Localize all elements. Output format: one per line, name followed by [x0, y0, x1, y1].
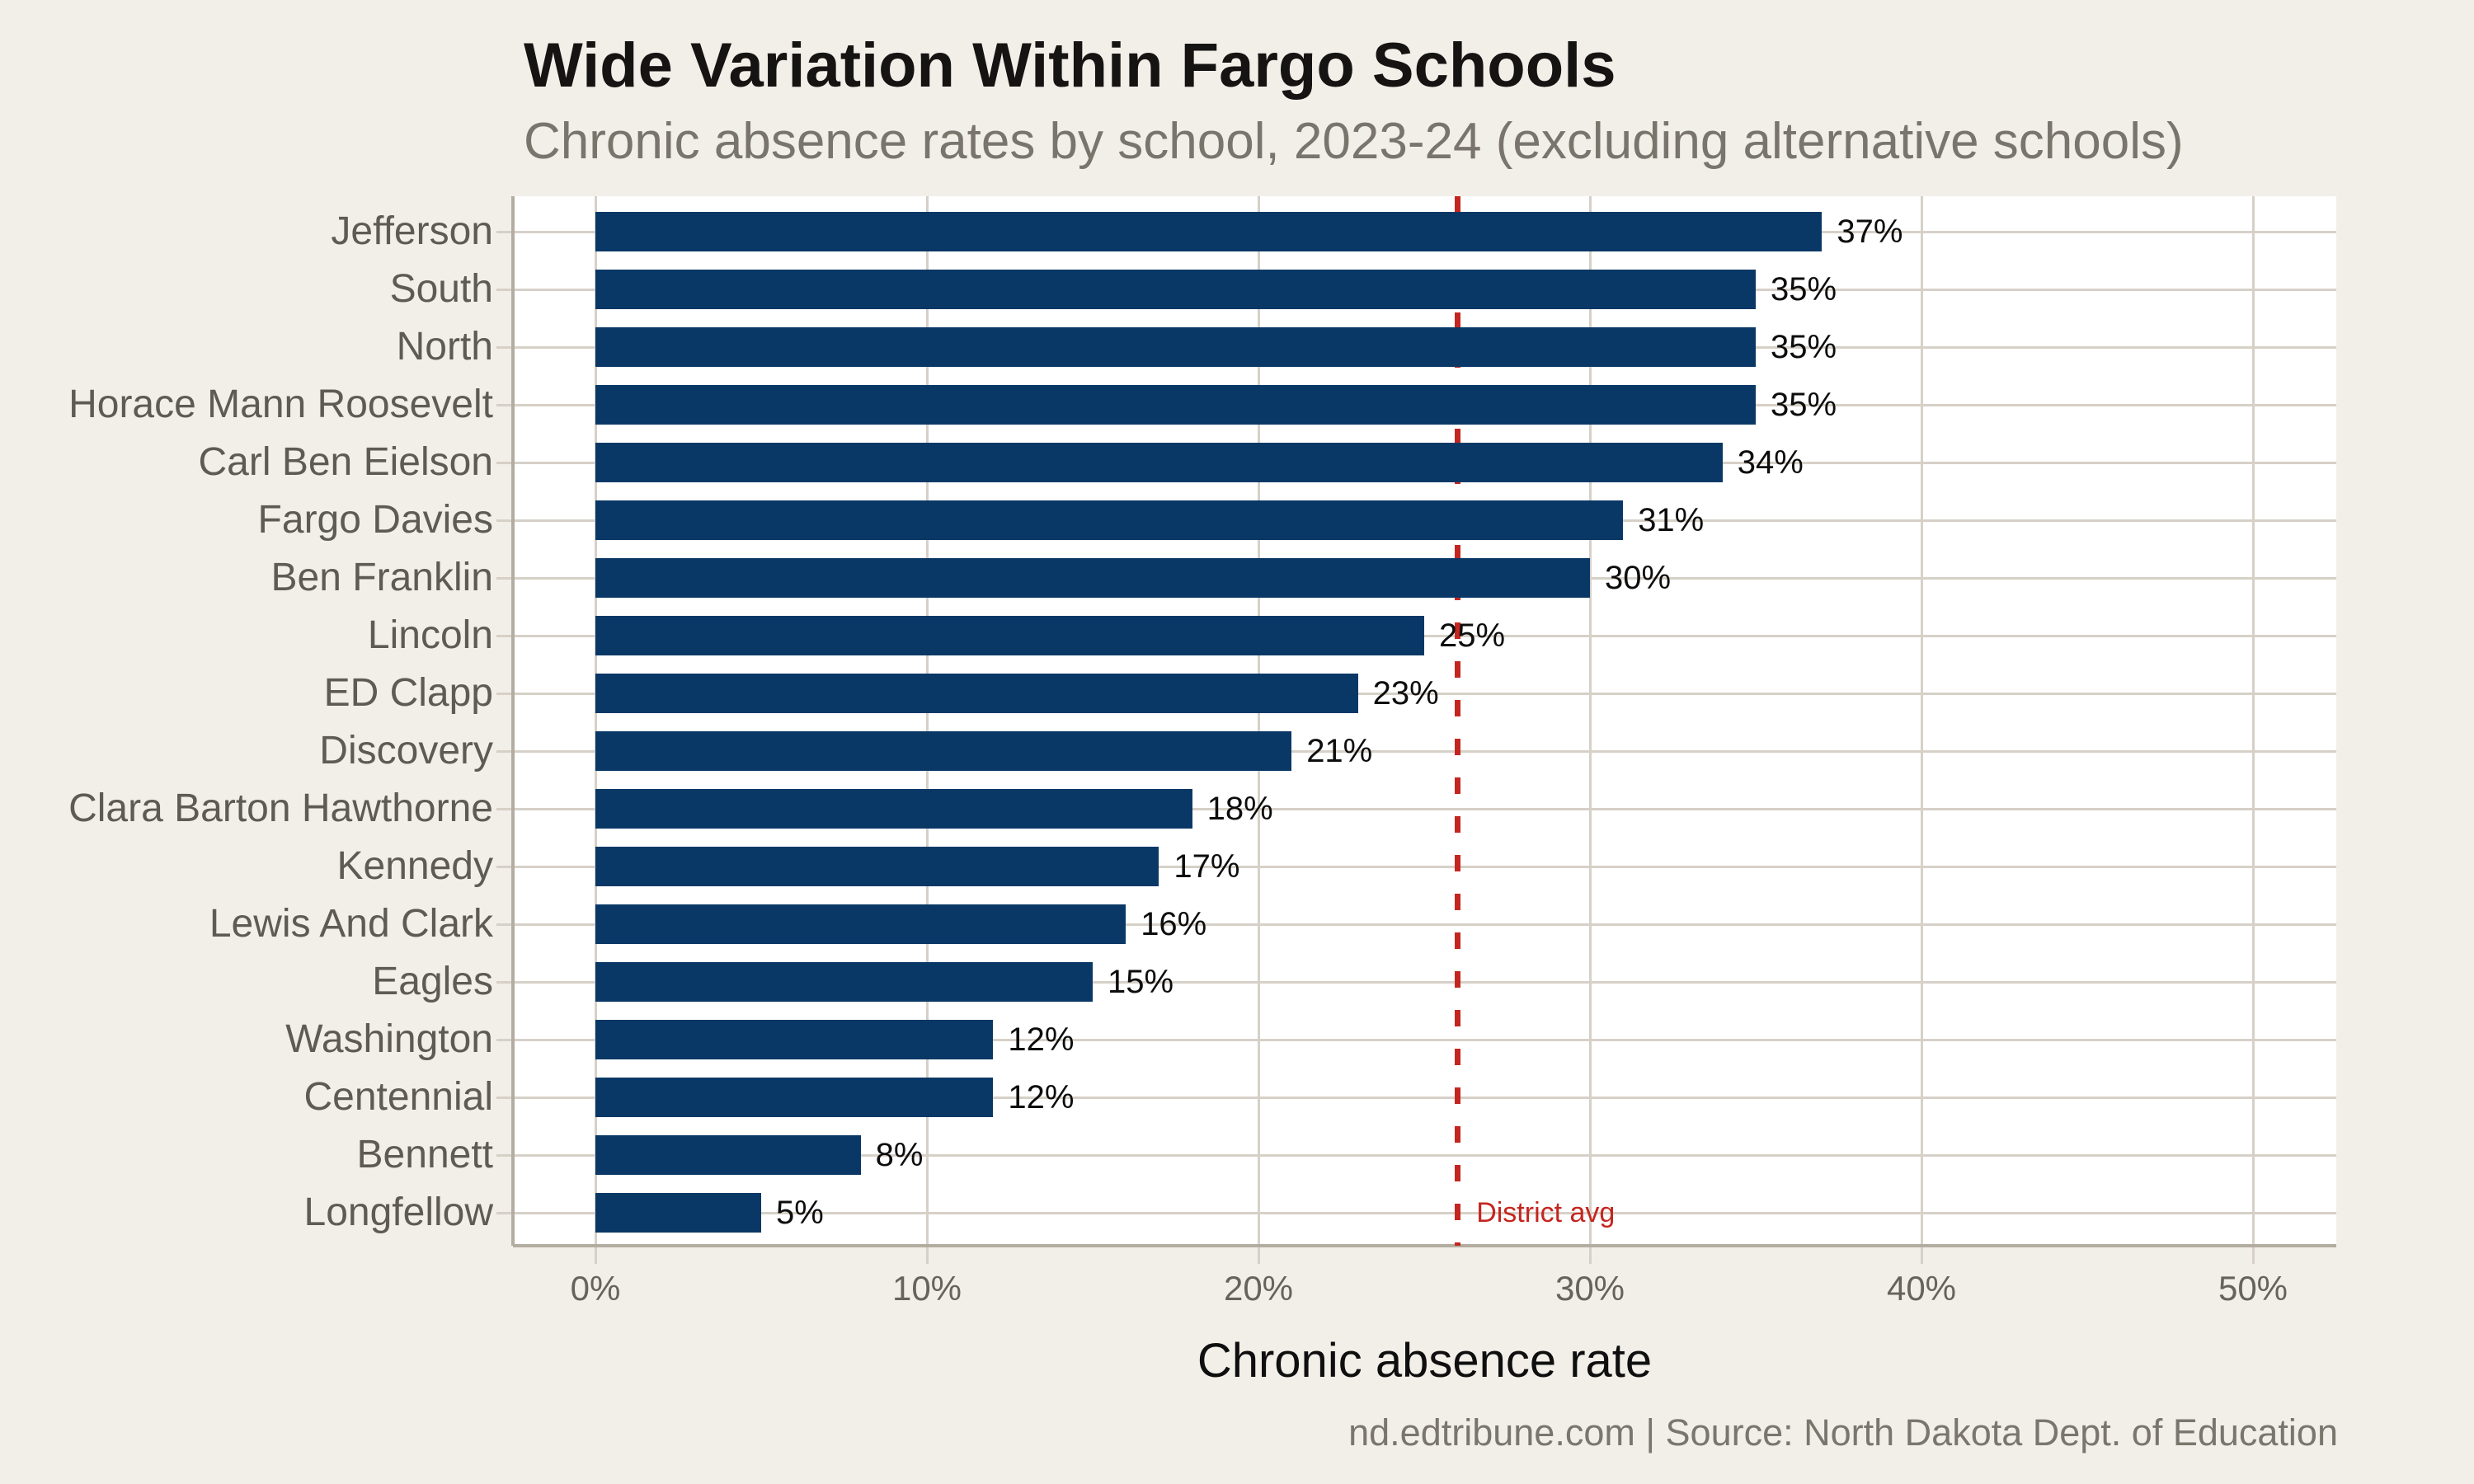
category-label: ED Clapp [323, 671, 493, 715]
bar [595, 674, 1358, 713]
category-label: Clara Barton Hawthorne [68, 787, 493, 830]
x-tick-label: 0% [570, 1269, 621, 1308]
y-axis-line [511, 196, 515, 1246]
bar-value-label: 21% [1306, 733, 1373, 769]
bar [595, 327, 1756, 367]
x-tick-label: 50% [2218, 1269, 2288, 1308]
bar [595, 1078, 994, 1117]
category-label: Fargo Davies [257, 498, 493, 542]
x-tick-label: 20% [1223, 1269, 1294, 1308]
row-gridline [496, 693, 2336, 695]
bar-value-label: 12% [1008, 1079, 1075, 1115]
plot-area [513, 196, 2336, 1246]
category-label: Ben Franklin [270, 556, 493, 599]
bar-value-label: 35% [1771, 271, 1837, 308]
x-tick-label: 10% [891, 1269, 962, 1308]
row-gridline [496, 750, 2336, 753]
bar [595, 443, 1723, 482]
bar-value-label: 34% [1737, 444, 1804, 481]
x-gridline [926, 196, 929, 1264]
bar [595, 385, 1756, 425]
chart-subtitle: Chronic absence rates by school, 2023-24… [524, 113, 2184, 170]
category-label: Jefferson [331, 209, 493, 253]
bar [595, 962, 1093, 1002]
category-label: North [396, 325, 493, 369]
x-gridline [1589, 196, 1592, 1264]
category-label: Horace Mann Roosevelt [68, 383, 493, 426]
row-gridline [496, 981, 2336, 984]
category-label: Eagles [372, 960, 493, 1003]
x-axis-title: Chronic absence rate [1197, 1334, 1653, 1388]
bar-value-label: 31% [1638, 502, 1705, 538]
bar-value-label: 5% [776, 1195, 824, 1231]
district-avg-label: District avg [1476, 1197, 1616, 1228]
source-attribution: nd.edtribune.com | Source: North Dakota … [1348, 1411, 2338, 1453]
category-label: Centennial [303, 1075, 494, 1119]
row-gridline [496, 923, 2336, 926]
bar-value-label: 37% [1837, 214, 1903, 250]
bar [595, 1135, 861, 1175]
row-gridline [496, 1097, 2336, 1099]
row-gridline [496, 1154, 2336, 1157]
bar [595, 500, 1624, 540]
bar [595, 212, 1823, 251]
bar-value-label: 18% [1206, 791, 1273, 827]
bar-value-label: 15% [1108, 964, 1174, 1000]
bar-value-label: 12% [1008, 1021, 1075, 1058]
category-label: Discovery [319, 729, 493, 773]
bar [595, 558, 1590, 598]
row-gridline [496, 1212, 2336, 1214]
row-gridline [496, 808, 2336, 810]
category-label: Lincoln [367, 613, 493, 657]
bar-value-label: 23% [1372, 675, 1439, 711]
category-label: Carl Ben Eielson [198, 440, 493, 484]
x-gridline [2252, 196, 2255, 1264]
x-tick-label: 40% [1886, 1269, 1957, 1308]
category-label: Washington [285, 1017, 493, 1061]
x-gridline [1258, 196, 1260, 1264]
category-label: Lewis And Clark [209, 902, 493, 946]
x-gridline [595, 196, 597, 1264]
x-tick-label: 30% [1554, 1269, 1625, 1308]
bar-value-label: 35% [1771, 387, 1837, 423]
bar [595, 1020, 994, 1059]
row-gridline [496, 866, 2336, 868]
x-gridline [1921, 196, 1923, 1264]
category-label: Bennett [356, 1133, 493, 1176]
bar-value-label: 17% [1174, 848, 1240, 885]
bar [595, 270, 1756, 309]
bar [595, 904, 1126, 944]
bar [595, 1193, 761, 1233]
bar-value-label: 30% [1605, 560, 1672, 596]
row-gridline [496, 1039, 2336, 1041]
bar-value-label: 35% [1771, 329, 1837, 365]
bar [595, 616, 1424, 655]
category-label: South [389, 267, 493, 311]
bar [595, 847, 1159, 886]
bar-value-label: 16% [1141, 906, 1207, 942]
district-avg-line [1455, 196, 1461, 1246]
x-axis-line [513, 1244, 2336, 1247]
bar-value-label: 8% [875, 1137, 924, 1173]
chart-title: Wide Variation Within Fargo Schools [524, 31, 1616, 101]
category-label: Longfellow [303, 1190, 494, 1234]
bar-value-label: 25% [1439, 618, 1506, 654]
bar [595, 731, 1292, 771]
category-label: Kennedy [336, 844, 494, 888]
bar [595, 789, 1192, 829]
